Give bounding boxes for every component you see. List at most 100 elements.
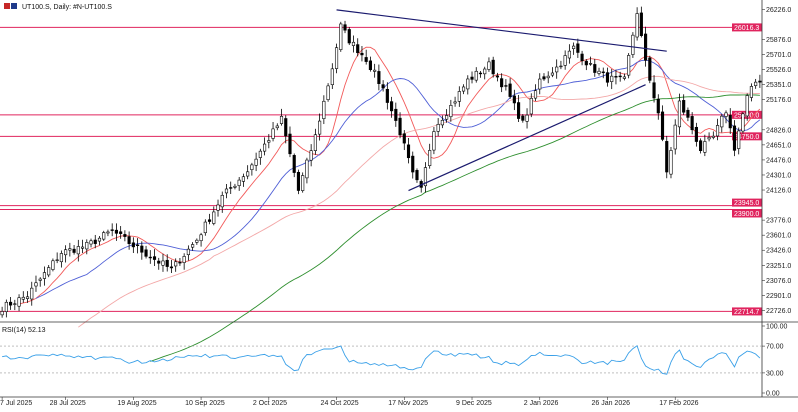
candle-body [550,72,555,76]
ma-line-9 [18,46,761,305]
candle-body [64,249,68,256]
rsi-tick-label: 0.00 [766,391,780,398]
date-tick-label: 26 Jan 2026 [591,400,630,407]
candle-body [144,249,148,257]
date-tick-label: 7 Jul 2025 [0,400,32,407]
price-tick-label: 22901.0 [766,293,791,300]
candle-body [161,260,165,266]
candle-body [525,114,529,122]
candle-body [258,150,262,158]
candle-body [724,112,728,117]
candle-body [267,140,271,143]
price-tick-label: 24301.0 [766,172,791,179]
candle-body [572,45,576,49]
candle-body [415,170,419,181]
candle-body [119,231,123,234]
candle-body [224,188,229,194]
candle-body [330,68,334,86]
candle-body [445,115,449,120]
candle-body [292,155,296,173]
candle-body [59,253,63,263]
app-icon [4,3,10,9]
candle-body [4,301,8,312]
candle-body [80,246,85,249]
candle-body [385,88,389,103]
candle-body [686,109,690,118]
candle-body [673,124,677,150]
candle-body [665,141,669,173]
candle-body [428,150,432,166]
candle-body [436,124,440,132]
candle-body [491,59,495,75]
candle-body [669,150,673,175]
candle-body [271,128,275,139]
candle-body [199,234,203,242]
candle-body [745,95,749,117]
date-axis: 7 Jul 2025 28 Jul 2025 19 Aug 2025 10 Sep 2… [0,397,699,407]
price-tick-label: 23076.0 [766,278,791,285]
date-tick-label: 2 Jan 2026 [524,400,559,407]
rsi-tick-label: 70.00 [766,344,784,351]
candle-body [0,311,4,316]
candle-body [423,167,428,187]
candle-body [656,98,660,114]
level-label: 23945.0 [734,200,759,207]
candle-body [470,76,474,80]
candle-body [76,246,80,255]
candle-body [351,41,356,46]
moving-averages [18,46,761,362]
candle-body [622,76,626,79]
candle-body [440,119,444,126]
candle-body [13,303,17,305]
candle-body [68,248,72,251]
candle-body [360,52,364,56]
candle-body [305,159,309,179]
rsi-tick-label: 100.00 [766,324,788,331]
candle-body [631,34,635,55]
date-tick-label: 24 Oct 2025 [321,400,359,407]
candle-body [296,171,301,191]
candle-body [699,140,703,152]
candle-body [246,171,250,177]
candle-body [601,71,605,74]
candle-body [229,187,233,189]
app-icon-accent [11,3,17,9]
candle-body [487,61,491,70]
candle-body [495,75,499,78]
date-tick-label: 9 Dec 2025 [456,400,492,407]
candle-body [127,236,131,244]
candle-body [157,260,161,264]
candle-body [241,176,245,182]
candle-body [652,82,656,99]
candle-body [301,175,305,191]
candle-body [758,80,762,83]
candle-body [517,102,521,119]
candle-body [140,245,144,253]
candle-body [42,272,47,279]
price-tick-label: 22726.0 [766,308,791,315]
candle-body [546,75,550,79]
candle-body [89,240,93,245]
candle-body [38,278,42,281]
level-label-bg [732,132,762,141]
candle-body [390,101,394,112]
candle-body [233,185,237,188]
level-label: 23900.0 [734,211,759,218]
candle-body [453,101,457,104]
candle-body [216,204,220,211]
trendline-upper [336,9,667,52]
rsi-label: RSI(14) 52.13 [2,327,46,334]
level-label: 22714.7 [734,309,759,316]
candle-body [694,126,698,142]
candle-body [263,143,267,152]
candle-body [555,66,559,73]
date-tick-label: 2 Oct 2025 [253,400,287,407]
candle-body [677,100,682,128]
price-tick-label: 23776.0 [766,218,791,225]
candle-body [500,78,504,88]
candle-body [136,244,140,246]
candle-body [627,55,631,76]
candle-body [381,84,385,89]
